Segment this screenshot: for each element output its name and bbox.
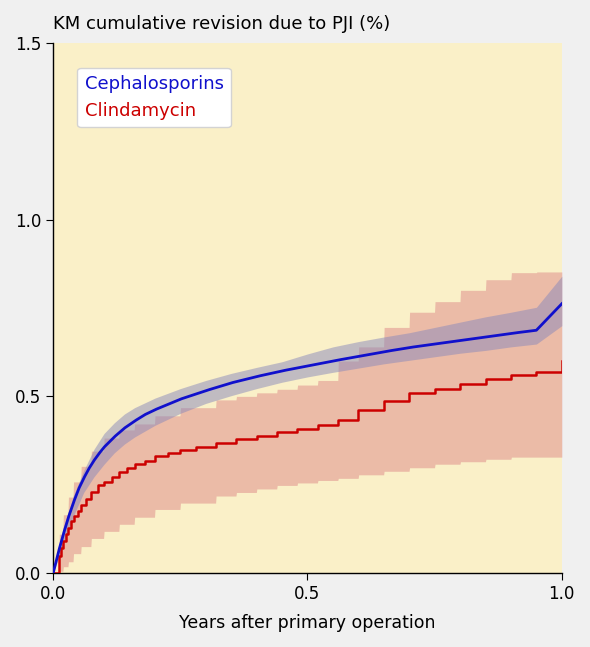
X-axis label: Years after primary operation: Years after primary operation [179,614,436,632]
Text: KM cumulative revision due to PJI (%): KM cumulative revision due to PJI (%) [53,15,391,33]
Legend: Cephalosporins, Clindamycin: Cephalosporins, Clindamycin [77,68,231,127]
